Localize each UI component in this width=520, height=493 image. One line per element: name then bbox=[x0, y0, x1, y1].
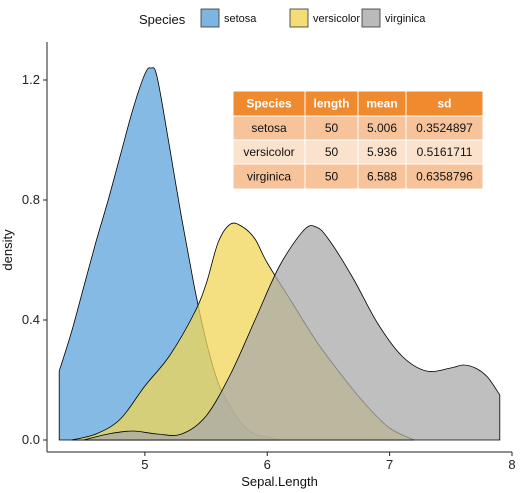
y-tick-label: 0.0 bbox=[22, 432, 40, 447]
table-cell-value: 0.5161711 bbox=[417, 145, 473, 159]
legend-label-setosa: setosa bbox=[224, 13, 257, 25]
y-tick-label: 1.2 bbox=[22, 72, 40, 87]
table-cell bbox=[232, 139, 306, 165]
table-header-cell bbox=[232, 90, 306, 117]
x-axis-title: Sepal.Length bbox=[241, 474, 318, 489]
table-header-cell bbox=[405, 90, 484, 117]
table-header-cell bbox=[304, 90, 359, 117]
x-tick-label: 7 bbox=[386, 457, 393, 472]
legend-label-versicolor: versicolor bbox=[313, 13, 360, 25]
y-axis-title: density bbox=[0, 229, 15, 271]
legend: Species setosa versicolor virginica bbox=[139, 8, 426, 28]
density-areas bbox=[58, 67, 501, 441]
legend-key-setosa bbox=[200, 8, 220, 28]
table-cell-value: 5.006 bbox=[367, 121, 397, 135]
x-tick-label: 8 bbox=[508, 457, 515, 472]
table-cell-value: 6.588 bbox=[367, 170, 397, 184]
table-cell bbox=[405, 139, 484, 165]
table-cell bbox=[304, 139, 359, 165]
table-header-cell bbox=[357, 90, 407, 117]
table-cell-value: 0.3524897 bbox=[416, 121, 473, 135]
table-cell-value: setosa bbox=[251, 121, 287, 135]
legend-key-versicolor bbox=[289, 8, 309, 28]
table-cell-value: virginica bbox=[247, 170, 291, 184]
table-cell bbox=[304, 115, 359, 141]
table-cell bbox=[304, 163, 359, 190]
y-tick-label: 0.4 bbox=[22, 312, 40, 327]
table-cell bbox=[232, 163, 306, 190]
density-area-virginica bbox=[83, 225, 501, 441]
table-cell bbox=[405, 163, 484, 190]
x-tick-label: 6 bbox=[264, 457, 271, 472]
table-cell-value: 0.6358796 bbox=[416, 170, 473, 184]
table-header-label: mean bbox=[366, 97, 397, 111]
y-tick-label: 0.8 bbox=[22, 192, 40, 207]
axis-ticks: 5 6 7 8 0.0 0.4 0.8 1.2 bbox=[22, 72, 516, 472]
table-cell-value: 5.936 bbox=[367, 145, 397, 159]
legend-label-virginica: virginica bbox=[385, 13, 426, 25]
table-cell bbox=[405, 115, 484, 141]
x-tick-label: 5 bbox=[141, 457, 148, 472]
table-header-label: length bbox=[314, 97, 350, 111]
axes bbox=[46, 42, 512, 453]
legend-title: Species bbox=[139, 12, 186, 27]
table-cell-value: versicolor bbox=[243, 145, 294, 159]
table-header-label: sd bbox=[437, 97, 451, 111]
table-cell-value: 50 bbox=[325, 121, 339, 135]
table-cell-value: 50 bbox=[325, 145, 339, 159]
legend-key-virginica bbox=[361, 8, 381, 28]
table-header-label: Species bbox=[246, 97, 292, 111]
table-cell-value: 50 bbox=[325, 170, 339, 184]
summary-table: Species length mean sd setosa 50 5.006 0.352489… bbox=[232, 90, 484, 190]
